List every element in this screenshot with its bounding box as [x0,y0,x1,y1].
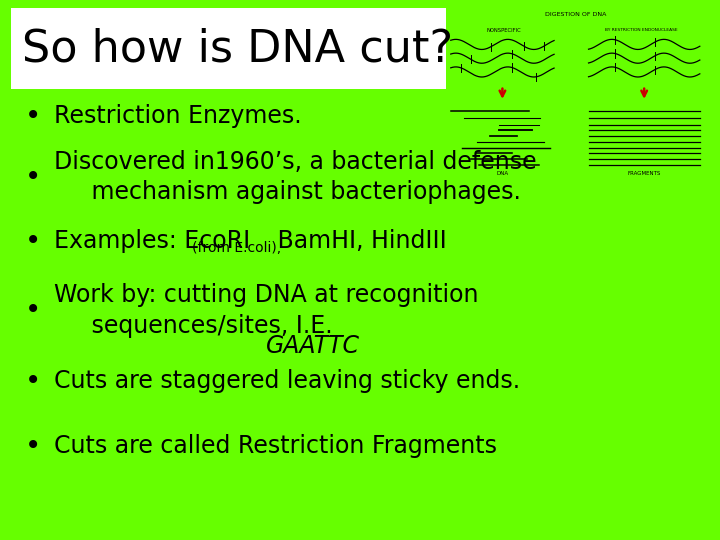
Text: BamHI, HindIII: BamHI, HindIII [270,230,446,253]
Text: Cuts are staggered leaving sticky ends.: Cuts are staggered leaving sticky ends. [54,369,520,393]
Text: Cuts are called Restriction Fragments: Cuts are called Restriction Fragments [54,434,497,457]
Text: •: • [25,163,42,191]
Text: So how is DNA cut?: So how is DNA cut? [22,27,453,70]
Text: Examples: EcoRI: Examples: EcoRI [54,230,251,253]
Text: •: • [25,367,42,395]
Text: Work by: cutting DNA at recognition
     sequences/sites, I.E.: Work by: cutting DNA at recognition sequ… [54,283,479,338]
Text: Discovered in1960’s, a bacterial defense
     mechanism against bacteriophages.: Discovered in1960’s, a bacterial defense… [54,150,536,205]
Text: Restriction Enzymes.: Restriction Enzymes. [54,104,302,128]
Text: (from E.coli),: (from E.coli), [192,241,282,255]
Text: •: • [25,296,42,325]
Text: •: • [25,102,42,130]
Text: NONSPECIFIC: NONSPECIFIC [487,28,521,33]
Text: GAATTC: GAATTC [266,334,361,358]
Text: DIGESTION OF DNA: DIGESTION OF DNA [544,12,606,17]
Text: •: • [25,227,42,255]
Text: DNA: DNA [496,171,508,176]
FancyBboxPatch shape [11,8,446,89]
Text: BY RESTRICTION ENDONUCLEASE: BY RESTRICTION ENDONUCLEASE [606,28,678,32]
Text: •: • [25,431,42,460]
Text: FRAGMENTS: FRAGMENTS [628,171,661,176]
